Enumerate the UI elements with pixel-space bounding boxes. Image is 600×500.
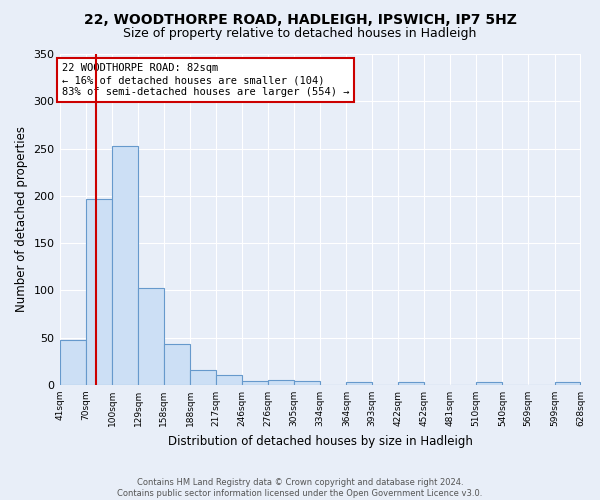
Bar xyxy=(190,370,216,385)
Text: 22 WOODTHORPE ROAD: 82sqm
← 16% of detached houses are smaller (104)
83% of semi: 22 WOODTHORPE ROAD: 82sqm ← 16% of detac… xyxy=(62,64,349,96)
Bar xyxy=(86,198,112,385)
Bar xyxy=(268,380,294,385)
Y-axis label: Number of detached properties: Number of detached properties xyxy=(15,126,28,312)
Bar xyxy=(476,382,502,385)
Bar xyxy=(346,382,372,385)
Bar xyxy=(112,146,138,385)
Bar xyxy=(216,376,242,385)
Text: Size of property relative to detached houses in Hadleigh: Size of property relative to detached ho… xyxy=(124,28,476,40)
Bar xyxy=(555,382,580,385)
Bar xyxy=(138,288,164,385)
X-axis label: Distribution of detached houses by size in Hadleigh: Distribution of detached houses by size … xyxy=(168,434,473,448)
Bar xyxy=(60,340,86,385)
Bar xyxy=(242,381,268,385)
Text: 22, WOODTHORPE ROAD, HADLEIGH, IPSWICH, IP7 5HZ: 22, WOODTHORPE ROAD, HADLEIGH, IPSWICH, … xyxy=(83,12,517,26)
Bar xyxy=(164,344,190,385)
Bar xyxy=(398,382,424,385)
Bar xyxy=(294,381,320,385)
Text: Contains HM Land Registry data © Crown copyright and database right 2024.
Contai: Contains HM Land Registry data © Crown c… xyxy=(118,478,482,498)
